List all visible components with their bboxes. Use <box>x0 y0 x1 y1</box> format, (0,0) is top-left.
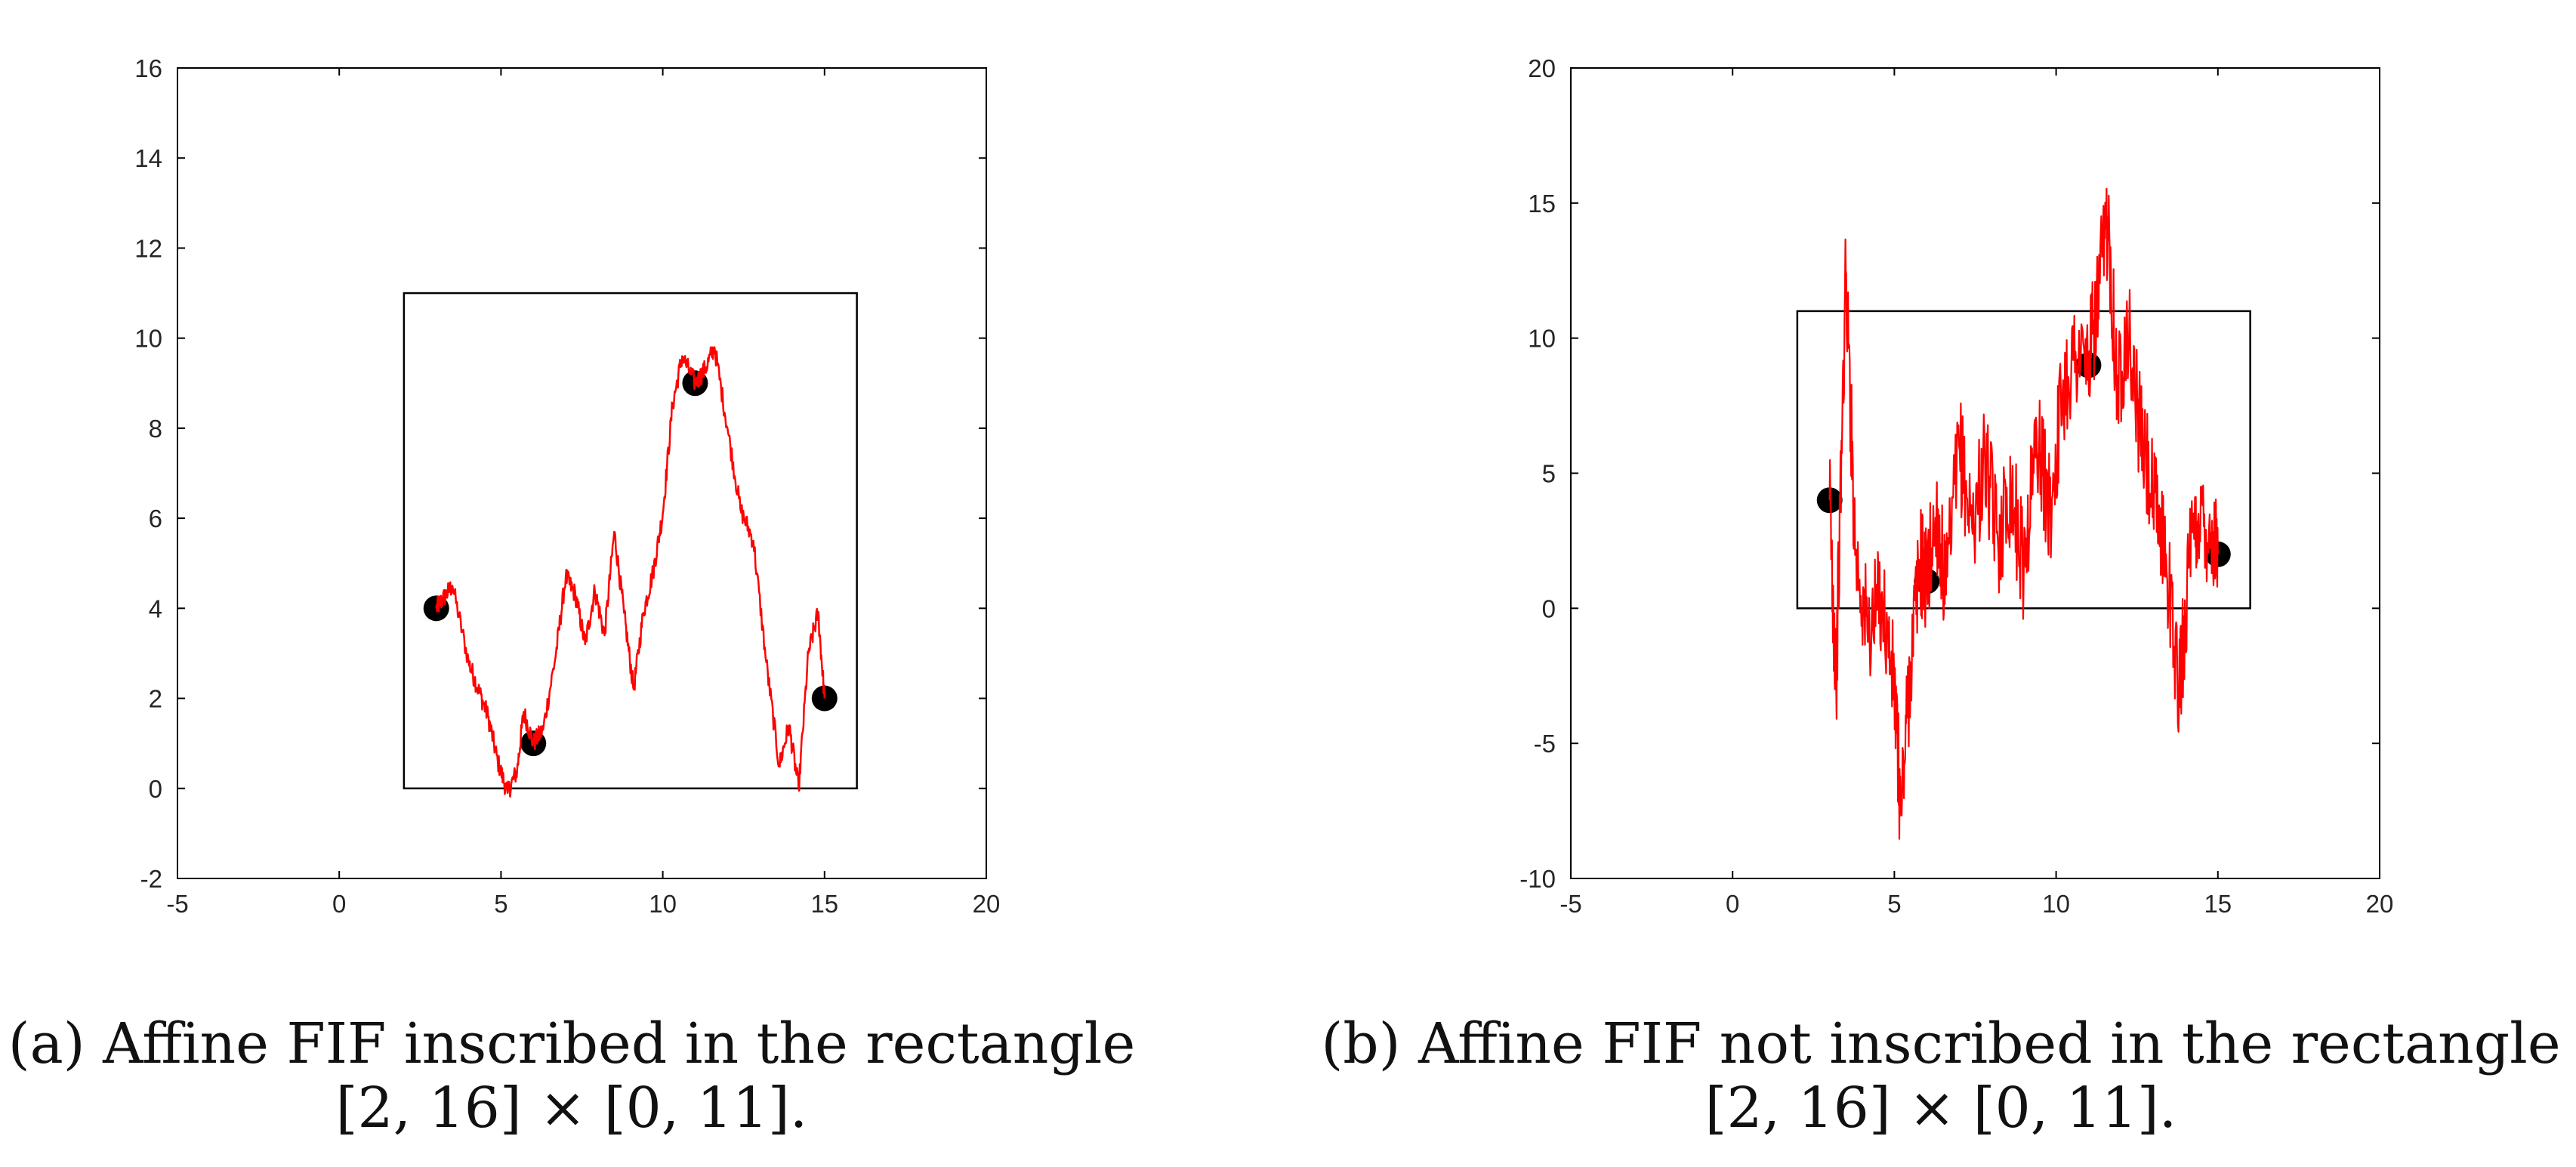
y-tick-label-b: -10 <box>1519 865 1556 893</box>
y-tick-label-b: -5 <box>1534 730 1556 758</box>
y-tick-label-a: 14 <box>134 144 162 172</box>
x-tick-label-a: 20 <box>973 890 1001 918</box>
y-tick-label-a: 2 <box>149 685 162 713</box>
x-tick-label-a: 10 <box>649 890 677 918</box>
x-tick-label-a: -5 <box>166 890 188 918</box>
caption-a-line1: (a) Affine FIF inscribed in the rectangl… <box>8 1011 1136 1076</box>
x-tick-label-b: 5 <box>1887 890 1901 918</box>
axes-frame-a <box>177 67 987 879</box>
caption-b-line1: (b) Affine FIF not inscribed in the rect… <box>1321 1011 2560 1076</box>
x-tick-label-a: 5 <box>494 890 507 918</box>
y-tick-label-b: 10 <box>1528 325 1556 353</box>
y-tick-label-a: 4 <box>149 594 162 622</box>
x-tick-label-b: 10 <box>2042 890 2070 918</box>
x-tick-label-a: 15 <box>810 890 838 918</box>
y-tick-label-a: -2 <box>140 865 162 893</box>
y-tick-label-a: 10 <box>134 325 162 353</box>
x-tick-label-b: 20 <box>2366 890 2394 918</box>
y-tick-label-b: 0 <box>1542 594 1556 622</box>
axes-frame-b <box>1570 67 2380 879</box>
fif-curve-b <box>1828 187 2219 840</box>
fif-curve-a <box>435 346 826 798</box>
panel-a: -5 0 5 10 15 20 -2 0 2 4 6 8 10 12 14 16 <box>134 54 1000 918</box>
y-tick-label-a: 16 <box>134 54 162 82</box>
x-tick-label-a: 0 <box>332 890 346 918</box>
bounding-rectangle-a <box>403 292 858 790</box>
x-tick-label-b: -5 <box>1559 890 1581 918</box>
caption-b-line2: [2, 16] × [0, 11]. <box>1705 1076 2177 1141</box>
x-tick-label-b: 0 <box>1726 890 1739 918</box>
caption-a-line2: [2, 16] × [0, 11]. <box>336 1076 808 1141</box>
x-tick-label-b: 15 <box>2204 890 2232 918</box>
y-tick-label-a: 6 <box>149 505 162 533</box>
y-tick-label-a: 0 <box>149 775 162 803</box>
y-tick-label-b: 5 <box>1542 460 1556 488</box>
y-tick-label-a: 8 <box>149 415 162 443</box>
y-tick-label-a: 12 <box>134 234 162 262</box>
y-tick-label-b: 15 <box>1528 190 1556 218</box>
y-tick-label-b: 20 <box>1528 54 1556 82</box>
